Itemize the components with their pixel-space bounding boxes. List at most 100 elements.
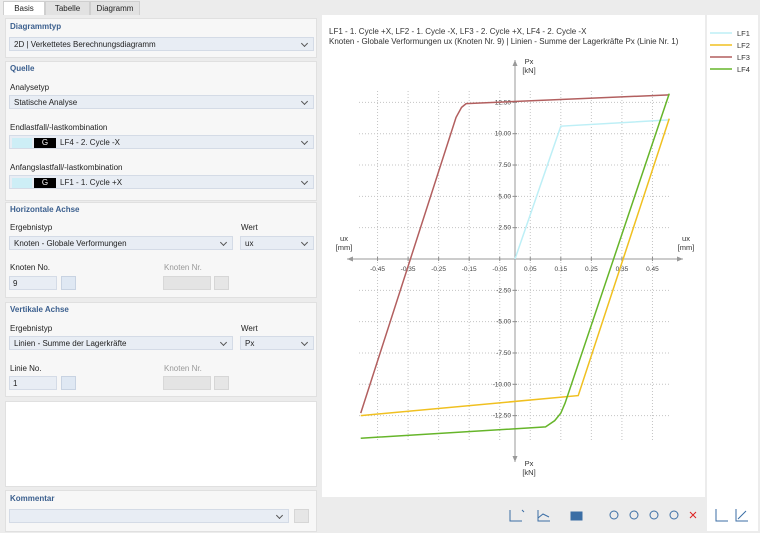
x-tick-label: 0.05 [524, 266, 537, 273]
tag: G [34, 137, 56, 148]
dropdown[interactable]: 2D | Verkettetes Berechnungsdiagramm [9, 37, 314, 51]
input-value: 1 [13, 379, 18, 388]
axis-arrow [512, 60, 518, 462]
dropdown[interactable]: G LF4 - 2. Cycle -X [9, 135, 314, 149]
legend-label: LF4 [737, 65, 750, 74]
label: Ergebnistyp [10, 324, 53, 333]
series-line [514, 119, 670, 260]
pick-button [214, 376, 229, 390]
input-value: 9 [13, 279, 18, 288]
dropdown[interactable] [9, 509, 289, 523]
dropdown-value: 2D | Verkettetes Berechnungsdiagramm [14, 40, 156, 49]
input[interactable]: 9 [9, 276, 57, 290]
tool-icon[interactable] [689, 511, 697, 519]
tool-icon[interactable] [629, 510, 639, 520]
label: Anfangslastfall/-lastkombination [10, 163, 123, 172]
y-axis-unit: [kN] [522, 66, 535, 75]
input [163, 376, 211, 390]
dropdown[interactable]: Statische Analyse [9, 95, 314, 109]
y-axis-unit: [kN] [522, 468, 535, 477]
tool-icon[interactable] [609, 510, 619, 520]
y-tick-label: -7.50 [496, 350, 511, 357]
label: Knoten Nr. [164, 364, 202, 373]
dropdown-value: Statische Analyse [14, 98, 78, 107]
tag: G [34, 177, 56, 188]
pick-button [214, 276, 229, 290]
x-tick-label: -0.05 [492, 266, 507, 273]
legend-label: LF2 [737, 41, 750, 50]
label: Knoten Nr. [164, 263, 202, 272]
x-tick-label: 0.45 [646, 266, 659, 273]
tool-icon[interactable] [570, 511, 583, 521]
chart-area [322, 15, 705, 497]
legend-label: LF3 [737, 53, 750, 62]
y-tick-label: -12.50 [493, 413, 512, 420]
y-tick-label: -10.00 [493, 381, 512, 388]
dropdown-value: ux [245, 239, 254, 248]
tool-icon[interactable] [649, 510, 659, 520]
tab[interactable]: Basis [3, 1, 45, 15]
x-axis-unit: [mm] [336, 243, 353, 252]
y-tick-label: 7.50 [498, 162, 511, 169]
axis-arrow [347, 256, 683, 262]
series-line [360, 94, 670, 414]
legend-label: LF1 [737, 29, 750, 38]
label: Linie No. [10, 364, 42, 373]
tool-icon[interactable] [669, 510, 679, 520]
x-tick-label: -0.15 [462, 266, 477, 273]
dropdown[interactable]: Linien - Summe der Lagerkräfte [9, 336, 233, 350]
x-tick-label: 0.25 [585, 266, 598, 273]
x-tick-label: 0.35 [616, 266, 629, 273]
tab[interactable]: Diagramm [90, 1, 140, 15]
legend-area [707, 15, 758, 531]
pick-button[interactable] [61, 376, 76, 390]
dropdown-value: Px [245, 339, 255, 348]
y-tick-label: 2.50 [498, 225, 511, 232]
tool-icon[interactable] [715, 509, 728, 522]
x-tick-label: 0.15 [554, 266, 567, 273]
x-tick-label: -0.35 [401, 266, 416, 273]
pick-button[interactable] [61, 276, 76, 290]
dropdown[interactable]: ux [240, 236, 314, 250]
dropdown-value: Linien - Summe der Lagerkräfte [14, 339, 127, 348]
label: Wert [241, 324, 258, 333]
color-chip [12, 177, 32, 188]
tool-icon[interactable] [735, 509, 748, 522]
x-axis-label: ux [682, 234, 690, 243]
label: Endlastfall/-lastkombination [10, 123, 108, 132]
x-tick-label: -0.45 [370, 266, 385, 273]
x-axis-unit: [mm] [678, 243, 695, 252]
input[interactable]: 1 [9, 376, 57, 390]
label: Analysetyp [10, 83, 50, 92]
x-tick-label: -0.25 [431, 266, 446, 273]
x-axis-label: ux [340, 234, 348, 243]
dropdown[interactable]: G LF1 - 1. Cycle +X [9, 175, 314, 189]
label: Knoten No. [10, 263, 51, 272]
section-title: Vertikale Achse [10, 305, 69, 314]
dropdown[interactable]: Px [240, 336, 314, 350]
tool-icon[interactable] [537, 510, 550, 522]
y-tick-label: 5.00 [498, 193, 511, 200]
y-tick-label: -2.50 [496, 287, 511, 294]
section-title: Diagrammtyp [10, 22, 62, 31]
dropdown-value: LF1 - 1. Cycle +X [60, 178, 123, 187]
input [163, 276, 211, 290]
comment-button[interactable] [294, 509, 309, 523]
chart-title: LF1 - 1. Cycle +X, LF2 - 1. Cycle -X, LF… [329, 27, 587, 36]
y-tick-label: 10.00 [495, 131, 512, 138]
tab[interactable]: Tabelle [45, 1, 90, 15]
series-line [360, 93, 670, 439]
dropdown[interactable]: Knoten - Globale Verformungen [9, 236, 233, 250]
tool-icon[interactable] [509, 509, 525, 522]
y-tick-label: 12.50 [495, 99, 512, 106]
label: Wert [241, 223, 258, 232]
section [5, 202, 317, 298]
label: Ergebnistyp [10, 223, 53, 232]
y-tick-label: -5.00 [496, 319, 511, 326]
section-title: Kommentar [10, 494, 55, 503]
dropdown-value: Knoten - Globale Verformungen [14, 239, 127, 248]
section-title: Quelle [10, 64, 35, 73]
dropdown-value: LF4 - 2. Cycle -X [60, 138, 121, 147]
y-axis-label: Px [525, 459, 534, 468]
